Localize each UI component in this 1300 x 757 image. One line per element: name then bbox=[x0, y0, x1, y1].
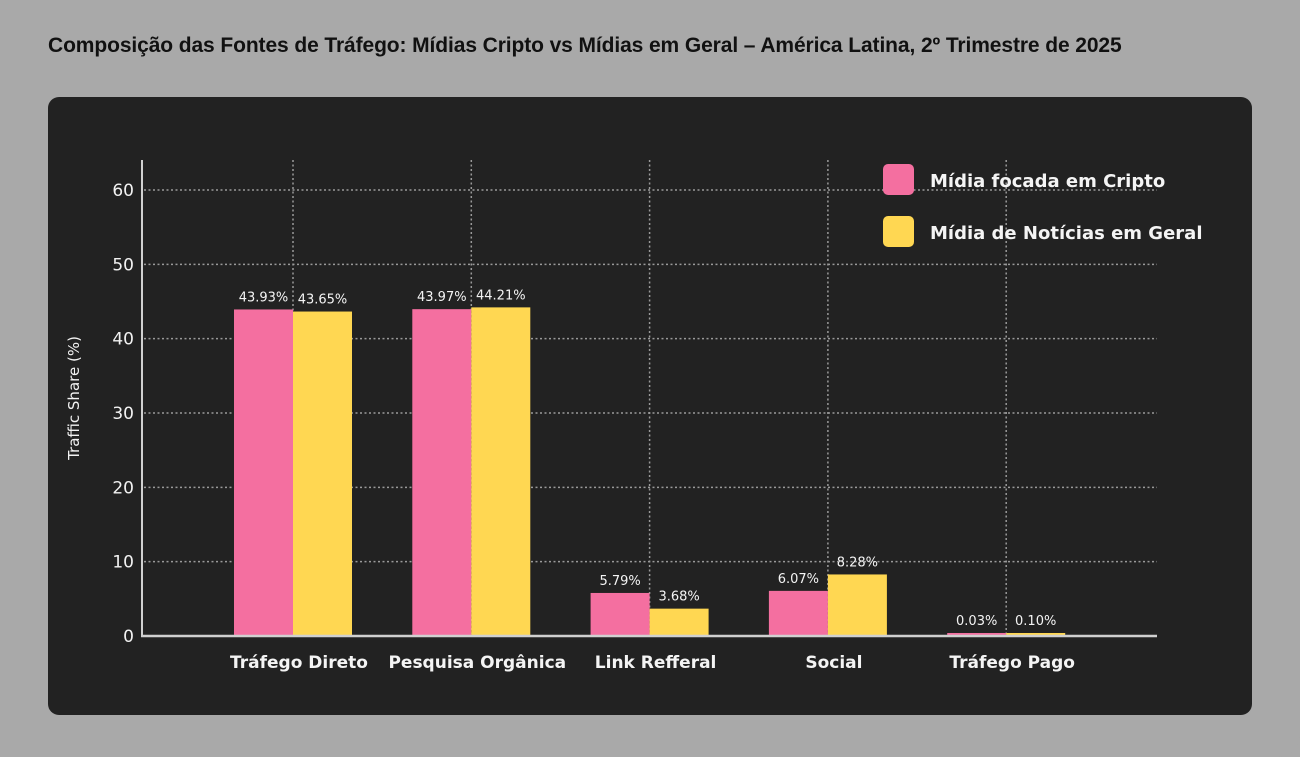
x-tick-label: Tráfego Pago bbox=[949, 653, 1075, 673]
x-tick-label: Link Refferal bbox=[595, 653, 717, 673]
bar-value-label: 0.03% bbox=[956, 614, 997, 629]
y-tick-label: 60 bbox=[112, 181, 134, 201]
x-tick-label: Pesquisa Orgânica bbox=[388, 653, 566, 673]
bar-value-label: 3.68% bbox=[658, 590, 699, 605]
legend-swatch bbox=[883, 216, 914, 247]
bar-value-label: 6.07% bbox=[778, 572, 819, 587]
bar-general bbox=[1006, 633, 1066, 636]
x-tick-label: Tráfego Direto bbox=[230, 653, 368, 673]
y-axis-label: Traffic Share (%) bbox=[65, 336, 83, 461]
legend-swatch bbox=[883, 164, 914, 195]
legend-label: Mídia de Notícias em Geral bbox=[930, 223, 1203, 244]
bar-crypto bbox=[590, 592, 650, 636]
bar-value-label: 43.97% bbox=[417, 290, 467, 305]
bar-value-label: 8.28% bbox=[837, 555, 878, 570]
y-tick-label: 0 bbox=[123, 627, 134, 647]
bar-general bbox=[293, 311, 352, 636]
bar-crypto bbox=[768, 590, 828, 636]
bar-value-label: 0.10% bbox=[1015, 614, 1056, 629]
bar-value-label: 43.93% bbox=[239, 290, 289, 305]
bar-crypto bbox=[234, 309, 293, 636]
y-tick-label: 50 bbox=[112, 255, 134, 275]
bar-value-label: 5.79% bbox=[599, 574, 640, 589]
bar-value-label: 43.65% bbox=[298, 293, 348, 308]
bar-crypto bbox=[947, 633, 1007, 636]
bar-value-label: 44.21% bbox=[476, 288, 526, 303]
y-tick-label: 10 bbox=[112, 553, 134, 573]
bar-general bbox=[471, 307, 531, 636]
chart-title: Composição das Fontes de Tráfego: Mídias… bbox=[48, 34, 1122, 57]
bar-general bbox=[827, 574, 887, 636]
x-tick-label: Social bbox=[805, 653, 862, 673]
y-tick-label: 20 bbox=[112, 478, 134, 498]
bar-crypto bbox=[412, 309, 472, 636]
y-tick-label: 30 bbox=[112, 404, 134, 424]
y-tick-label: 40 bbox=[112, 330, 134, 350]
bar-general bbox=[649, 608, 709, 636]
legend-label: Mídia focada em Cripto bbox=[930, 171, 1165, 192]
